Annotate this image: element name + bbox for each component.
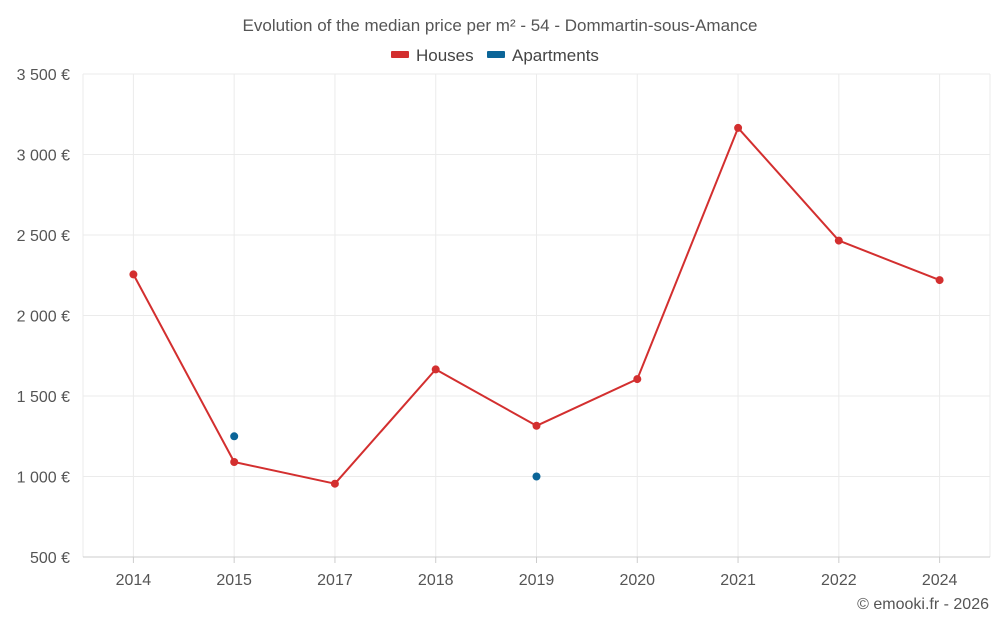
x-tick-label: 2018 [418, 572, 454, 589]
legend-label-houses[interactable]: Houses [416, 46, 474, 65]
x-tick-label: 2021 [720, 572, 756, 589]
series-area [129, 123, 944, 488]
data-point-houses[interactable] [935, 276, 944, 285]
data-point-houses[interactable] [633, 375, 642, 384]
y-tick-label: 1 500 € [17, 389, 70, 406]
y-tick-label: 3 500 € [17, 67, 70, 84]
data-point-houses[interactable] [230, 458, 239, 466]
x-tick-label: 2024 [922, 572, 958, 589]
data-point-apartments[interactable] [230, 432, 239, 441]
y-tick-label: 1 000 € [17, 470, 70, 487]
data-point-houses[interactable] [734, 123, 743, 132]
credit-text: © emooki.fr - 2026 [857, 596, 989, 613]
y-tick-label: 2 000 € [17, 309, 70, 326]
x-tick-label: 2014 [116, 572, 152, 589]
series-houses [129, 123, 944, 488]
data-point-houses[interactable] [532, 421, 541, 430]
data-point-houses[interactable] [330, 479, 339, 488]
chart-title: Evolution of the median price per m² - 5… [243, 16, 758, 35]
data-point-houses[interactable] [129, 270, 138, 279]
legend-swatch-houses [391, 51, 409, 58]
legend: Houses Apartments [391, 46, 599, 65]
x-tick-label: 2020 [619, 572, 655, 589]
x-tick-label: 2022 [821, 572, 857, 589]
data-point-houses[interactable] [834, 236, 843, 245]
x-tick-label: 2015 [216, 572, 252, 589]
y-tick-label: 500 € [30, 550, 70, 567]
x-axis: 2014 2015 2017 2018 2019 2020 2021 2022 2024 [83, 556, 990, 589]
legend-label-apartments[interactable]: Apartments [512, 46, 599, 65]
x-tick-label: 2019 [519, 572, 555, 589]
data-point-houses[interactable] [431, 365, 440, 374]
data-point-apartments[interactable] [532, 472, 541, 481]
y-tick-label: 2 500 € [17, 228, 70, 245]
legend-swatch-apartments [487, 51, 505, 58]
y-tick-label: 3 000 € [17, 148, 70, 165]
x-tick-label: 2017 [317, 572, 353, 589]
y-axis: 500 € 1 000 € 1 500 € 2 000 € 2 500 € 3 000 €… [17, 67, 70, 567]
series-apartments [230, 432, 541, 481]
grid [82, 73, 991, 557]
